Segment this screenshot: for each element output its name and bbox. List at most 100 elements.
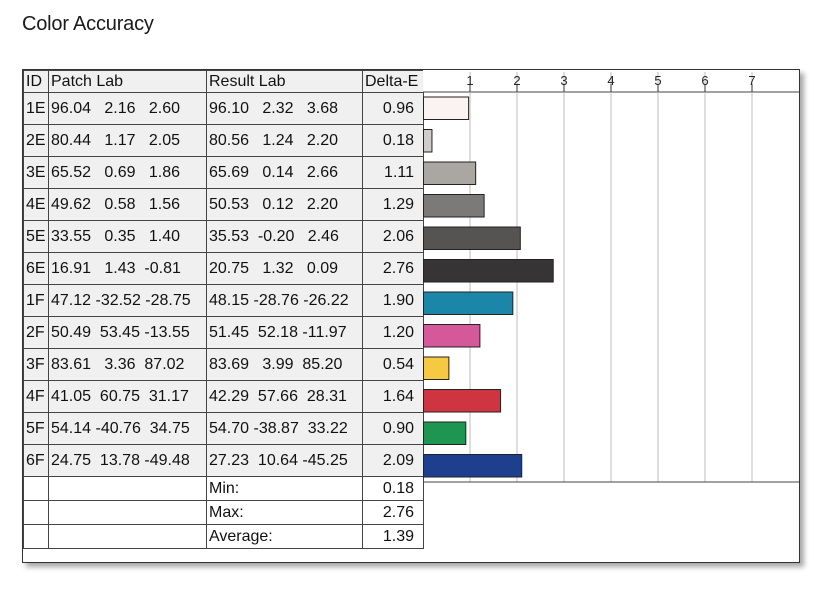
axis-tick-label: 1	[466, 73, 473, 88]
delta-e-value: 2.76	[362, 252, 424, 285]
patch-id: 2E	[23, 124, 49, 157]
delta-e-table: ID Patch Lab Result Lab Delta-E 1E 96.04 2.16…	[23, 70, 424, 549]
result-lab-values: 20.75 1.32 0.09	[206, 252, 363, 285]
patch-id: 3E	[23, 156, 49, 189]
patch-lab-values: 16.91 1.43 -0.81	[48, 252, 207, 285]
table-row: 6E 16.91 1.43 -0.81 20.75 1.32 0.09 2.76	[23, 252, 424, 285]
table-row: 1E 96.04 2.16 2.60 96.10 2.32 3.68 0.96	[23, 92, 424, 125]
header-id: ID	[23, 70, 49, 93]
result-lab-values: 54.70 -38.87 33.22	[206, 412, 363, 445]
delta-e-value: 1.11	[362, 156, 424, 189]
color-accuracy-panel: ID Patch Lab Result Lab Delta-E 1E 96.04 2.16…	[22, 69, 800, 563]
result-lab-values: 35.53 -0.20 2.46	[206, 220, 363, 253]
patch-lab-values: 65.52 0.69 1.86	[48, 156, 207, 189]
delta-e-value: 0.18	[362, 124, 424, 157]
patch-lab-values: 41.05 60.75 31.17	[48, 380, 207, 413]
patch-lab-values: 49.62 0.58 1.56	[48, 188, 207, 221]
patch-id: 1F	[23, 284, 49, 317]
bar-5e	[423, 226, 521, 250]
delta-e-value: 2.06	[362, 220, 424, 253]
bar-1f	[423, 291, 514, 315]
delta-e-value: 1.20	[362, 316, 424, 349]
result-lab-values: 42.29 57.66 28.31	[206, 380, 363, 413]
patch-id: 2F	[23, 316, 49, 349]
patch-id: 5E	[23, 220, 49, 253]
axis-tick-label: 5	[654, 73, 661, 88]
result-lab-values: 50.53 0.12 2.20	[206, 188, 363, 221]
table-row: 2E 80.44 1.17 2.05 80.56 1.24 2.20 0.18	[23, 124, 424, 157]
axis-tick-label: 4	[607, 73, 614, 88]
delta-e-value: 0.96	[362, 92, 424, 125]
bar-6f	[423, 454, 523, 478]
delta-e-value: 1.29	[362, 188, 424, 221]
table-row: 4F 41.05 60.75 31.17 42.29 57.66 28.31 1.64	[23, 380, 424, 413]
header-delta-e: Delta-E	[362, 70, 424, 93]
delta-e-bar-chart: 1 2 3 4 5 6 7	[423, 70, 799, 483]
summary-value: 0.18	[362, 476, 424, 501]
table-row: 3E 65.52 0.69 1.86 65.69 0.14 2.66 1.11	[23, 156, 424, 189]
patch-lab-values: 83.61 3.36 87.02	[48, 348, 207, 381]
patch-id: 5F	[23, 412, 49, 445]
summary-value: 1.39	[362, 524, 424, 549]
result-lab-values: 65.69 0.14 2.66	[206, 156, 363, 189]
table-row: 4E 49.62 0.58 1.56 50.53 0.12 2.20 1.29	[23, 188, 424, 221]
summary-label: Average:	[206, 524, 363, 549]
table-row: 5F 54.14 -40.76 34.75 54.70 -38.87 33.22 0.…	[23, 412, 424, 445]
bar-3f	[423, 356, 450, 380]
bar-5f	[423, 421, 467, 445]
table-row: 6F 24.75 13.78 -49.48 27.23 10.64 -45.25 2.…	[23, 444, 424, 477]
result-lab-values: 51.45 52.18 -11.97	[206, 316, 363, 349]
patch-id: 4E	[23, 188, 49, 221]
patch-lab-values: 24.75 13.78 -49.48	[48, 444, 207, 477]
patch-lab-values: 80.44 1.17 2.05	[48, 124, 207, 157]
table-row: 2F 50.49 53.45 -13.55 51.45 52.18 -11.97 1.…	[23, 316, 424, 349]
table-header-row: ID Patch Lab Result Lab Delta-E	[23, 70, 424, 93]
patch-id: 4F	[23, 380, 49, 413]
summary-row: Max: 2.76	[23, 500, 424, 525]
summary-empty-cell	[23, 476, 49, 501]
result-lab-values: 80.56 1.24 2.20	[206, 124, 363, 157]
summary-value: 2.76	[362, 500, 424, 525]
result-lab-values: 48.15 -28.76 -26.22	[206, 284, 363, 317]
patch-id: 3F	[23, 348, 49, 381]
patch-id: 6E	[23, 252, 49, 285]
summary-empty-cell	[48, 476, 207, 501]
table-row: 3F 83.61 3.36 87.02 83.69 3.99 85.20 0.54	[23, 348, 424, 381]
summary-empty-cell	[23, 524, 49, 549]
patch-lab-values: 50.49 53.45 -13.55	[48, 316, 207, 349]
result-lab-values: 96.10 2.32 3.68	[206, 92, 363, 125]
patch-lab-values: 47.12 -32.52 -28.75	[48, 284, 207, 317]
summary-empty-cell	[23, 500, 49, 525]
delta-e-value: 1.64	[362, 380, 424, 413]
result-lab-values: 27.23 10.64 -45.25	[206, 444, 363, 477]
bar-4e	[423, 194, 485, 218]
table-row: 5E 33.55 0.35 1.40 35.53 -0.20 2.46 2.06	[23, 220, 424, 253]
delta-e-value: 2.09	[362, 444, 424, 477]
axis-tick-label: 3	[560, 73, 567, 88]
table-row: 1F 47.12 -32.52 -28.75 48.15 -28.76 -26.22…	[23, 284, 424, 317]
summary-label: Min:	[206, 476, 363, 501]
patch-lab-values: 96.04 2.16 2.60	[48, 92, 207, 125]
patch-lab-values: 54.14 -40.76 34.75	[48, 412, 207, 445]
bar-1e	[423, 96, 470, 120]
delta-e-value: 0.90	[362, 412, 424, 445]
bar-4f	[423, 389, 502, 413]
summary-row: Min: 0.18	[23, 476, 424, 501]
bar-3e	[423, 161, 477, 185]
axis-tick-label: 7	[748, 73, 755, 88]
patch-id: 1E	[23, 92, 49, 125]
delta-e-value: 0.54	[362, 348, 424, 381]
header-patch-lab: Patch Lab	[48, 70, 207, 93]
summary-row: Average: 1.39	[23, 524, 424, 549]
bar-6e	[423, 259, 554, 283]
bar-2f	[423, 324, 481, 348]
axis-tick-label: 2	[513, 73, 520, 88]
bar-2e	[423, 129, 433, 153]
result-lab-values: 83.69 3.99 85.20	[206, 348, 363, 381]
summary-empty-cell	[48, 500, 207, 525]
delta-e-value: 1.90	[362, 284, 424, 317]
patch-lab-values: 33.55 0.35 1.40	[48, 220, 207, 253]
summary-empty-cell	[48, 524, 207, 549]
header-result-lab: Result Lab	[206, 70, 363, 93]
patch-id: 6F	[23, 444, 49, 477]
